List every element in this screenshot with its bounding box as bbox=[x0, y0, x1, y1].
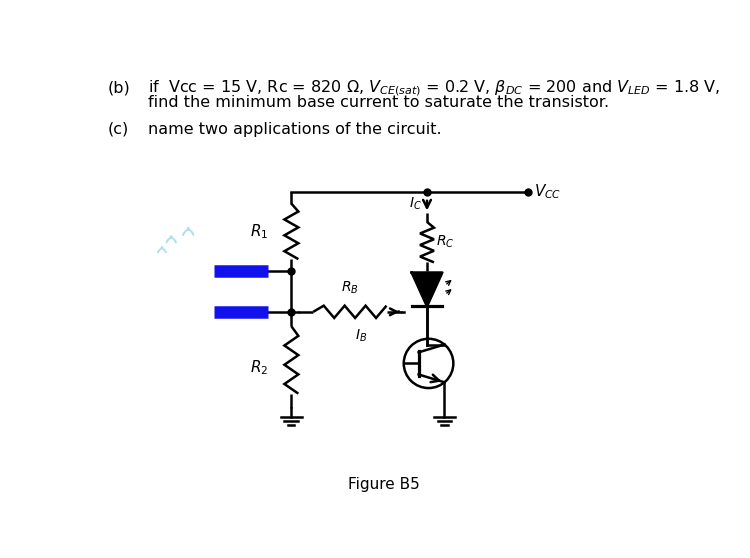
Polygon shape bbox=[183, 227, 194, 235]
Text: (c): (c) bbox=[108, 122, 129, 137]
Text: find the minimum base current to saturate the transistor.: find the minimum base current to saturat… bbox=[148, 95, 609, 110]
Text: $R_1$: $R_1$ bbox=[250, 222, 268, 240]
Polygon shape bbox=[412, 272, 442, 306]
Text: $I_C$: $I_C$ bbox=[410, 196, 422, 212]
Text: $I_B$: $I_B$ bbox=[356, 327, 368, 344]
Text: $V_{CC}$: $V_{CC}$ bbox=[534, 182, 561, 201]
Text: (b): (b) bbox=[108, 81, 130, 96]
Polygon shape bbox=[158, 247, 166, 253]
Text: $R_C$: $R_C$ bbox=[436, 234, 454, 251]
Polygon shape bbox=[166, 235, 176, 243]
Text: if  Vcc = 15 V, Rc = 820 $\Omega$, $V_{CE(sat)}$ = 0.2 V, $\beta_{DC}$ = 200 and: if Vcc = 15 V, Rc = 820 $\Omega$, $V_{CE… bbox=[148, 79, 720, 98]
Text: Figure B5: Figure B5 bbox=[349, 477, 420, 492]
Text: $R_B$: $R_B$ bbox=[341, 280, 358, 296]
Text: $R_2$: $R_2$ bbox=[250, 358, 268, 377]
Text: name two applications of the circuit.: name two applications of the circuit. bbox=[148, 122, 442, 137]
